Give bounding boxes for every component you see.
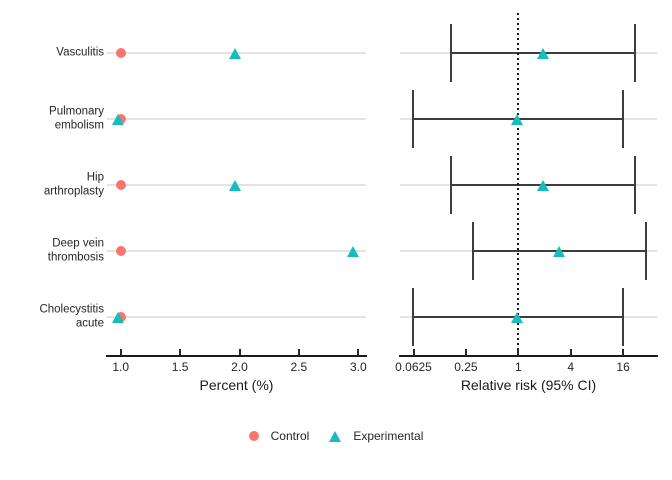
- x-axis-tick: [622, 349, 625, 355]
- rr-point: [511, 113, 524, 125]
- x-axis-tick: [412, 349, 415, 355]
- x-tick-label: 1.0: [112, 360, 130, 374]
- control-point: [115, 180, 126, 190]
- legend-label: Experimental: [353, 429, 424, 443]
- legend-item: Control: [248, 429, 310, 443]
- ci-cap-right: [644, 222, 647, 280]
- x-tick-label: 2.5: [290, 360, 308, 374]
- x-axis-title: Percent (%): [199, 377, 274, 393]
- ci-cap-right: [634, 24, 637, 82]
- category-label: Deep vein thrombosis: [47, 237, 104, 264]
- ci-cap-right: [634, 156, 637, 214]
- rr-point: [537, 47, 550, 59]
- x-tick-label: 2.0: [231, 360, 248, 374]
- legend-marker-triangle: [329, 430, 342, 442]
- x-axis-tick: [569, 349, 572, 355]
- ci-cap-left: [450, 156, 453, 214]
- row-gridline: [107, 118, 366, 120]
- category-label: Pulmonary embolism: [49, 105, 104, 132]
- rr-point: [537, 179, 550, 191]
- x-axis-tick: [238, 349, 241, 355]
- rr-point: [511, 311, 524, 323]
- control-point: [115, 48, 126, 58]
- x-tick-label: 3.0: [349, 360, 367, 374]
- category-label: Cholecystitis acute: [39, 303, 104, 330]
- x-axis-title: Relative risk (95% CI): [460, 377, 597, 393]
- x-tick-label: 1: [514, 360, 522, 374]
- legend-marker-circle: [248, 431, 259, 441]
- row-gridline: [107, 316, 366, 318]
- ci-cap-left: [450, 24, 453, 82]
- experimental-point: [347, 245, 360, 257]
- x-axis-line: [399, 355, 658, 357]
- x-tick-label: 0.0625: [395, 360, 432, 374]
- category-label: Vasculitis: [56, 46, 104, 59]
- experimental-point: [111, 113, 124, 125]
- x-axis-line: [106, 355, 367, 357]
- x-axis-tick: [179, 349, 182, 355]
- ci-cap-left: [471, 222, 474, 280]
- legend-label: Control: [270, 429, 310, 443]
- x-tick-label: 16: [616, 360, 630, 374]
- control-point: [115, 246, 126, 256]
- ci-cap-left: [411, 288, 414, 346]
- experimental-point: [229, 179, 242, 191]
- experimental-point: [111, 311, 124, 323]
- reference-line: [517, 13, 520, 351]
- experimental-point: [229, 47, 242, 59]
- legend: Control Experimental: [0, 427, 672, 445]
- x-tick-label: 0.25: [454, 360, 478, 374]
- row-gridline: [107, 250, 366, 252]
- x-axis-tick: [464, 349, 467, 355]
- category-label: Hip arthroplasty: [43, 171, 104, 198]
- legend-item: Experimental: [329, 429, 423, 443]
- x-tick-label: 4: [567, 360, 575, 374]
- x-axis-tick: [357, 349, 360, 355]
- rr-point: [552, 245, 565, 257]
- x-axis-tick: [297, 349, 300, 355]
- ci-cap-left: [411, 90, 414, 148]
- x-axis-tick: [119, 349, 122, 355]
- x-tick-label: 1.5: [171, 360, 189, 374]
- ci-cap-right: [622, 90, 625, 148]
- x-axis-tick: [517, 349, 520, 355]
- ci-cap-right: [622, 288, 625, 346]
